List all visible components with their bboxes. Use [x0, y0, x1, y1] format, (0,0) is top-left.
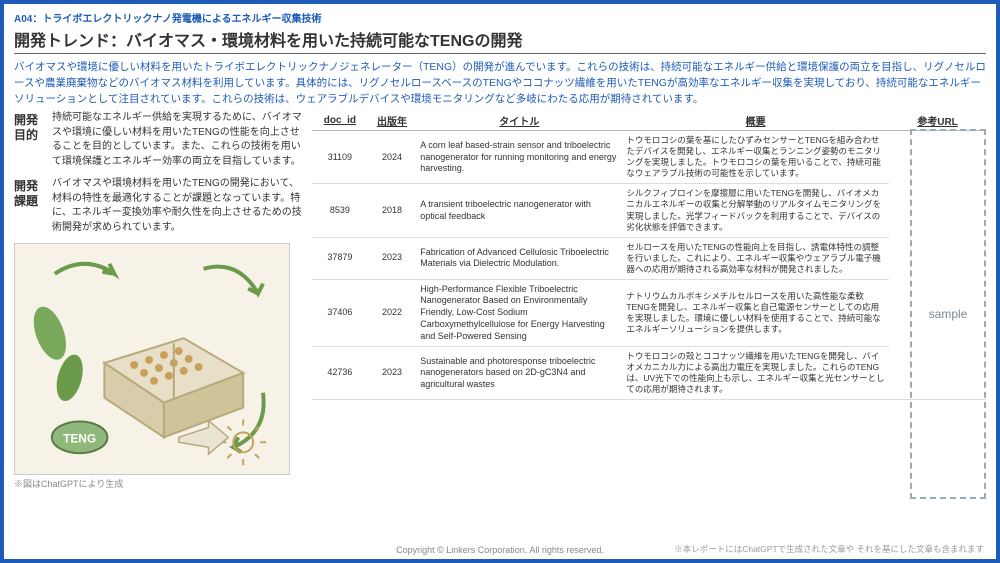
- cell-year: 2023: [368, 347, 416, 400]
- header-title: 開発トレンド：バイオマス・環境材料を用いた持続可能なTENGの開発: [14, 27, 986, 51]
- cell-summary: トウモロコシの葉を基にしたひずみセンサーとTENGを組み合わせたデバイスを開発し…: [622, 131, 889, 184]
- cell-docid: 37879: [312, 237, 368, 279]
- th-title: タイトル: [416, 111, 622, 131]
- left-column: 開発 目的 持続可能なエネルギー供給を実現するために、バイオマスや環境に優しい材…: [14, 111, 304, 490]
- cell-title: A transient triboelectric nanogenerator …: [416, 184, 622, 237]
- table-row: 85392018A transient triboelectric nanoge…: [312, 184, 986, 237]
- cell-docid: 8539: [312, 184, 368, 237]
- cell-summary: トウモロコシの殻とココナッツ繊維を用いたTENGを開発し、バイオメカニカル力によ…: [622, 347, 889, 400]
- table-header-row: doc_id 出版年 タイトル 概要 参考URL: [312, 111, 986, 131]
- th-year: 出版年: [368, 111, 416, 131]
- table-row: 378792023Fabrication of Advanced Cellulo…: [312, 237, 986, 279]
- image-caption: ※図はChatGPTにより生成: [14, 477, 304, 490]
- table-row: 311092024A corn leaf based-strain sensor…: [312, 131, 986, 184]
- table-body: 311092024A corn leaf based-strain sensor…: [312, 131, 986, 400]
- cell-year: 2022: [368, 279, 416, 346]
- intro-text: バイオマスや環境に優しい材料を用いたトライボエレクトリックナノジェネレーター（T…: [14, 60, 986, 107]
- cell-docid: 37406: [312, 279, 368, 346]
- cell-docid: 42736: [312, 347, 368, 400]
- cell-docid: 31109: [312, 131, 368, 184]
- cell-year: 2018: [368, 184, 416, 237]
- cell-title: High-Performance Flexible Triboelectric …: [416, 279, 622, 346]
- svg-text:TENG: TENG: [63, 432, 96, 446]
- reference-table-wrapper: doc_id 出版年 タイトル 概要 参考URL 311092024A corn…: [312, 111, 986, 400]
- th-summary: 概要: [622, 111, 889, 131]
- objective-text: 持続可能なエネルギー供給を実現するために、バイオマスや環境に優しい材料を用いたT…: [52, 111, 304, 169]
- cell-year: 2023: [368, 237, 416, 279]
- cell-summary: シルクフィブロインを摩擦層に用いたTENGを開発し、バイオメカニカルエネルギーの…: [622, 184, 889, 237]
- reference-table: doc_id 出版年 タイトル 概要 参考URL 311092024A corn…: [312, 111, 986, 400]
- illustration-box: TENG: [14, 243, 290, 475]
- objective-row-purpose: 開発 目的 持続可能なエネルギー供給を実現するために、バイオマスや環境に優しい材…: [14, 111, 304, 169]
- cell-title: Fabrication of Advanced Cellulosic Tribo…: [416, 237, 622, 279]
- sample-label: sample: [929, 307, 968, 321]
- objective-text: バイオマスや環境材料を用いたTENGの開発において、材料の特性を最適化することが…: [52, 177, 304, 235]
- page-root: A04：トライボエレクトリックナノ発電機によるエネルギー収集技術 開発トレンド：…: [0, 0, 1000, 563]
- cell-summary: ナトリウムカルボキシメチルセルロースを用いた高性能な柔軟TENGを開発し、エネル…: [622, 279, 889, 346]
- th-docid: doc_id: [312, 111, 368, 131]
- cell-year: 2024: [368, 131, 416, 184]
- objective-row-issue: 開発 課題 バイオマスや環境材料を用いたTENGの開発において、材料の特性を最適…: [14, 177, 304, 235]
- sample-placeholder: sample: [910, 129, 986, 499]
- footer-note: ※本レポートにはChatGPTで生成された文章や それを基にした文章も含まれます: [674, 543, 984, 555]
- cell-title: A corn leaf based-strain sensor and trib…: [416, 131, 622, 184]
- table-row: 427362023Sustainable and photoresponse t…: [312, 347, 986, 400]
- objective-label: 開発 課題: [14, 177, 44, 235]
- cell-summary: セルロースを用いたTENGの性能向上を目指し、誘電体特性の調整を行いました。これ…: [622, 237, 889, 279]
- cell-title: Sustainable and photoresponse triboelect…: [416, 347, 622, 400]
- body-columns: 開発 目的 持続可能なエネルギー供給を実現するために、バイオマスや環境に優しい材…: [14, 111, 986, 490]
- right-column: doc_id 出版年 タイトル 概要 参考URL 311092024A corn…: [312, 111, 986, 490]
- teng-illustration: TENG: [15, 244, 289, 474]
- header-section: A04：トライボエレクトリックナノ発電機によるエネルギー収集技術 開発トレンド：…: [14, 10, 986, 54]
- th-url: 参考URL: [889, 111, 986, 131]
- table-row: 374062022High-Performance Flexible Tribo…: [312, 279, 986, 346]
- header-code: A04：トライボエレクトリックナノ発電機によるエネルギー収集技術: [14, 10, 986, 25]
- objective-label: 開発 目的: [14, 111, 44, 169]
